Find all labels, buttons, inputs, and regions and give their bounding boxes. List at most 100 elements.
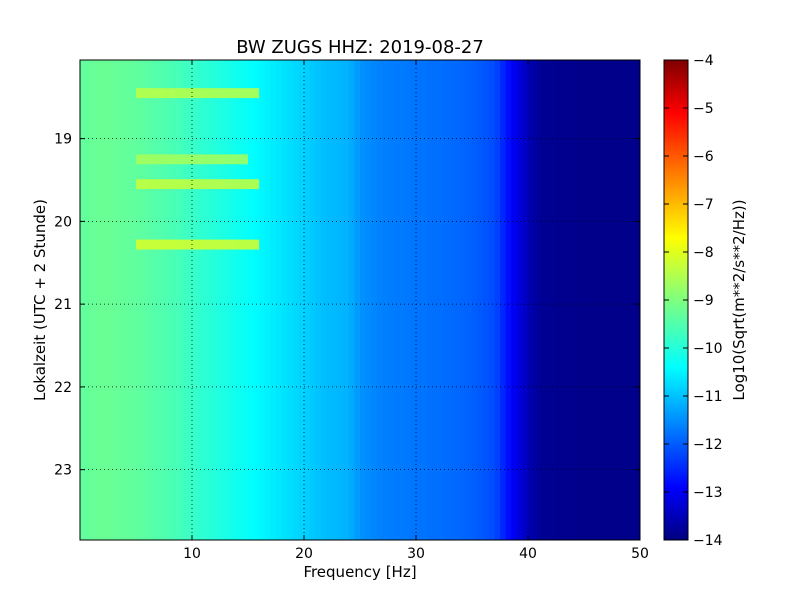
- heatmap-cell: [180, 60, 187, 540]
- heatmap-cell: [584, 60, 590, 540]
- x-tick-label: 20: [295, 546, 313, 562]
- colorbar-tick-label: −10: [693, 341, 723, 357]
- heatmap-cell: [606, 60, 613, 540]
- heatmap-cell: [270, 60, 277, 540]
- heatmap-cell: [214, 60, 221, 540]
- heatmap-cell: [264, 60, 271, 540]
- heatmap-cell: [432, 60, 439, 540]
- heatmap-cell: [192, 60, 198, 540]
- heatmap-cell: [567, 60, 574, 540]
- colorbar-tick-label: −5: [693, 101, 714, 117]
- heatmap-cell: [113, 60, 120, 540]
- heatmap-cell: [561, 60, 568, 540]
- heatmap-cell: [175, 60, 182, 540]
- heatmap-cell: [130, 60, 137, 540]
- heatmap-cell: [108, 60, 114, 540]
- plot-frame: [79, 59, 641, 541]
- heatmap-cell: [628, 60, 635, 540]
- heatmap-cell: [505, 60, 512, 540]
- heatmap-cell: [634, 60, 640, 540]
- y-axis-label: Lokalzeit (UTC + 2 Stunde): [31, 199, 49, 401]
- y-tick-label: 22: [54, 380, 72, 396]
- heatmap-cell: [533, 60, 540, 540]
- heatmap-cell: [348, 60, 355, 540]
- heatmap-cell: [197, 60, 204, 540]
- heatmap-cell: [220, 60, 226, 540]
- heatmap-cell: [522, 60, 529, 540]
- heatmap-cell: [326, 60, 333, 540]
- y-tick-label: 23: [54, 463, 72, 479]
- colorbar-tick-label: −6: [693, 149, 714, 165]
- heatmap-cell: [472, 60, 478, 540]
- heatmap-cell: [421, 60, 428, 540]
- x-tick-label: 40: [519, 546, 537, 562]
- heatmap-cell: [85, 60, 92, 540]
- heatmap-cell: [203, 60, 210, 540]
- heatmap-cell: [164, 60, 170, 540]
- colorbar-label: Log10(Sqrt(m**2/s**2/Hz)): [730, 199, 748, 400]
- heatmap-cell: [550, 60, 557, 540]
- heatmap-cell: [343, 60, 350, 540]
- heatmap-cell: [320, 60, 327, 540]
- colorbar-tick-label: −8: [693, 245, 714, 261]
- x-tick-label: 50: [631, 546, 649, 562]
- heatmap-cell: [242, 60, 249, 540]
- heatmap-cell: [225, 60, 232, 540]
- heatmap-bands: [136, 88, 260, 250]
- heatmap-cell: [376, 60, 383, 540]
- y-tick-label: 19: [54, 132, 72, 148]
- heatmap-cell: [528, 60, 534, 540]
- heatmap-cell: [102, 60, 109, 540]
- y-axis-ticks: 19 20 21 22 23: [54, 132, 640, 479]
- heatmap-cell: [360, 60, 366, 540]
- heatmap-cell: [444, 60, 450, 540]
- x-axis-ticks: 10 20 30 40 50: [183, 60, 649, 562]
- heatmap-cell: [259, 60, 266, 540]
- heatmap-band: [136, 154, 248, 165]
- heatmap-cell: [416, 60, 422, 540]
- x-tick-label: 30: [407, 546, 425, 562]
- heatmap-cell: [309, 60, 316, 540]
- heatmap-cell: [371, 60, 378, 540]
- heatmap-cell: [427, 60, 434, 540]
- heatmap-cell: [500, 60, 506, 540]
- colorbar-tick-label: −14: [693, 533, 723, 549]
- heatmap-cell: [91, 60, 98, 540]
- heatmap-cell: [578, 60, 585, 540]
- heatmap-cell: [304, 60, 310, 540]
- heatmap-cell: [617, 60, 624, 540]
- heatmap-cell: [600, 60, 607, 540]
- heatmap-cell: [147, 60, 154, 540]
- heatmap-cell: [287, 60, 294, 540]
- heatmap-cell: [623, 60, 630, 540]
- heatmap-cell: [186, 60, 193, 540]
- heatmap-cell: [80, 60, 86, 540]
- heatmap-cell: [382, 60, 389, 540]
- heatmap-cell: [354, 60, 361, 540]
- heatmap-cell: [460, 60, 467, 540]
- heatmap-cell: [337, 60, 344, 540]
- heatmap-cell: [399, 60, 406, 540]
- heatmap-cell: [365, 60, 372, 540]
- heatmap-cell: [494, 60, 501, 540]
- heatmap-cell: [438, 60, 445, 540]
- heatmap-columns: [80, 60, 640, 540]
- heatmap-cell: [276, 60, 282, 540]
- heatmap-cell: [612, 60, 618, 540]
- y-tick-label: 20: [54, 214, 72, 230]
- heatmap-cell: [449, 60, 456, 540]
- heatmap-cell: [516, 60, 523, 540]
- heatmap-cell: [404, 60, 411, 540]
- heatmap-cell: [231, 60, 238, 540]
- heatmap-cell: [539, 60, 546, 540]
- heatmap-cell: [388, 60, 394, 540]
- heatmap-cell: [455, 60, 462, 540]
- heatmap-cell: [141, 60, 148, 540]
- heatmap-cell: [595, 60, 602, 540]
- heatmap-cell: [477, 60, 484, 540]
- heatmap-cell: [572, 60, 579, 540]
- colorbar-tick-label: −11: [693, 389, 723, 405]
- heatmap-cell: [544, 60, 551, 540]
- heatmap-band: [136, 239, 260, 250]
- heatmap-cell: [236, 60, 243, 540]
